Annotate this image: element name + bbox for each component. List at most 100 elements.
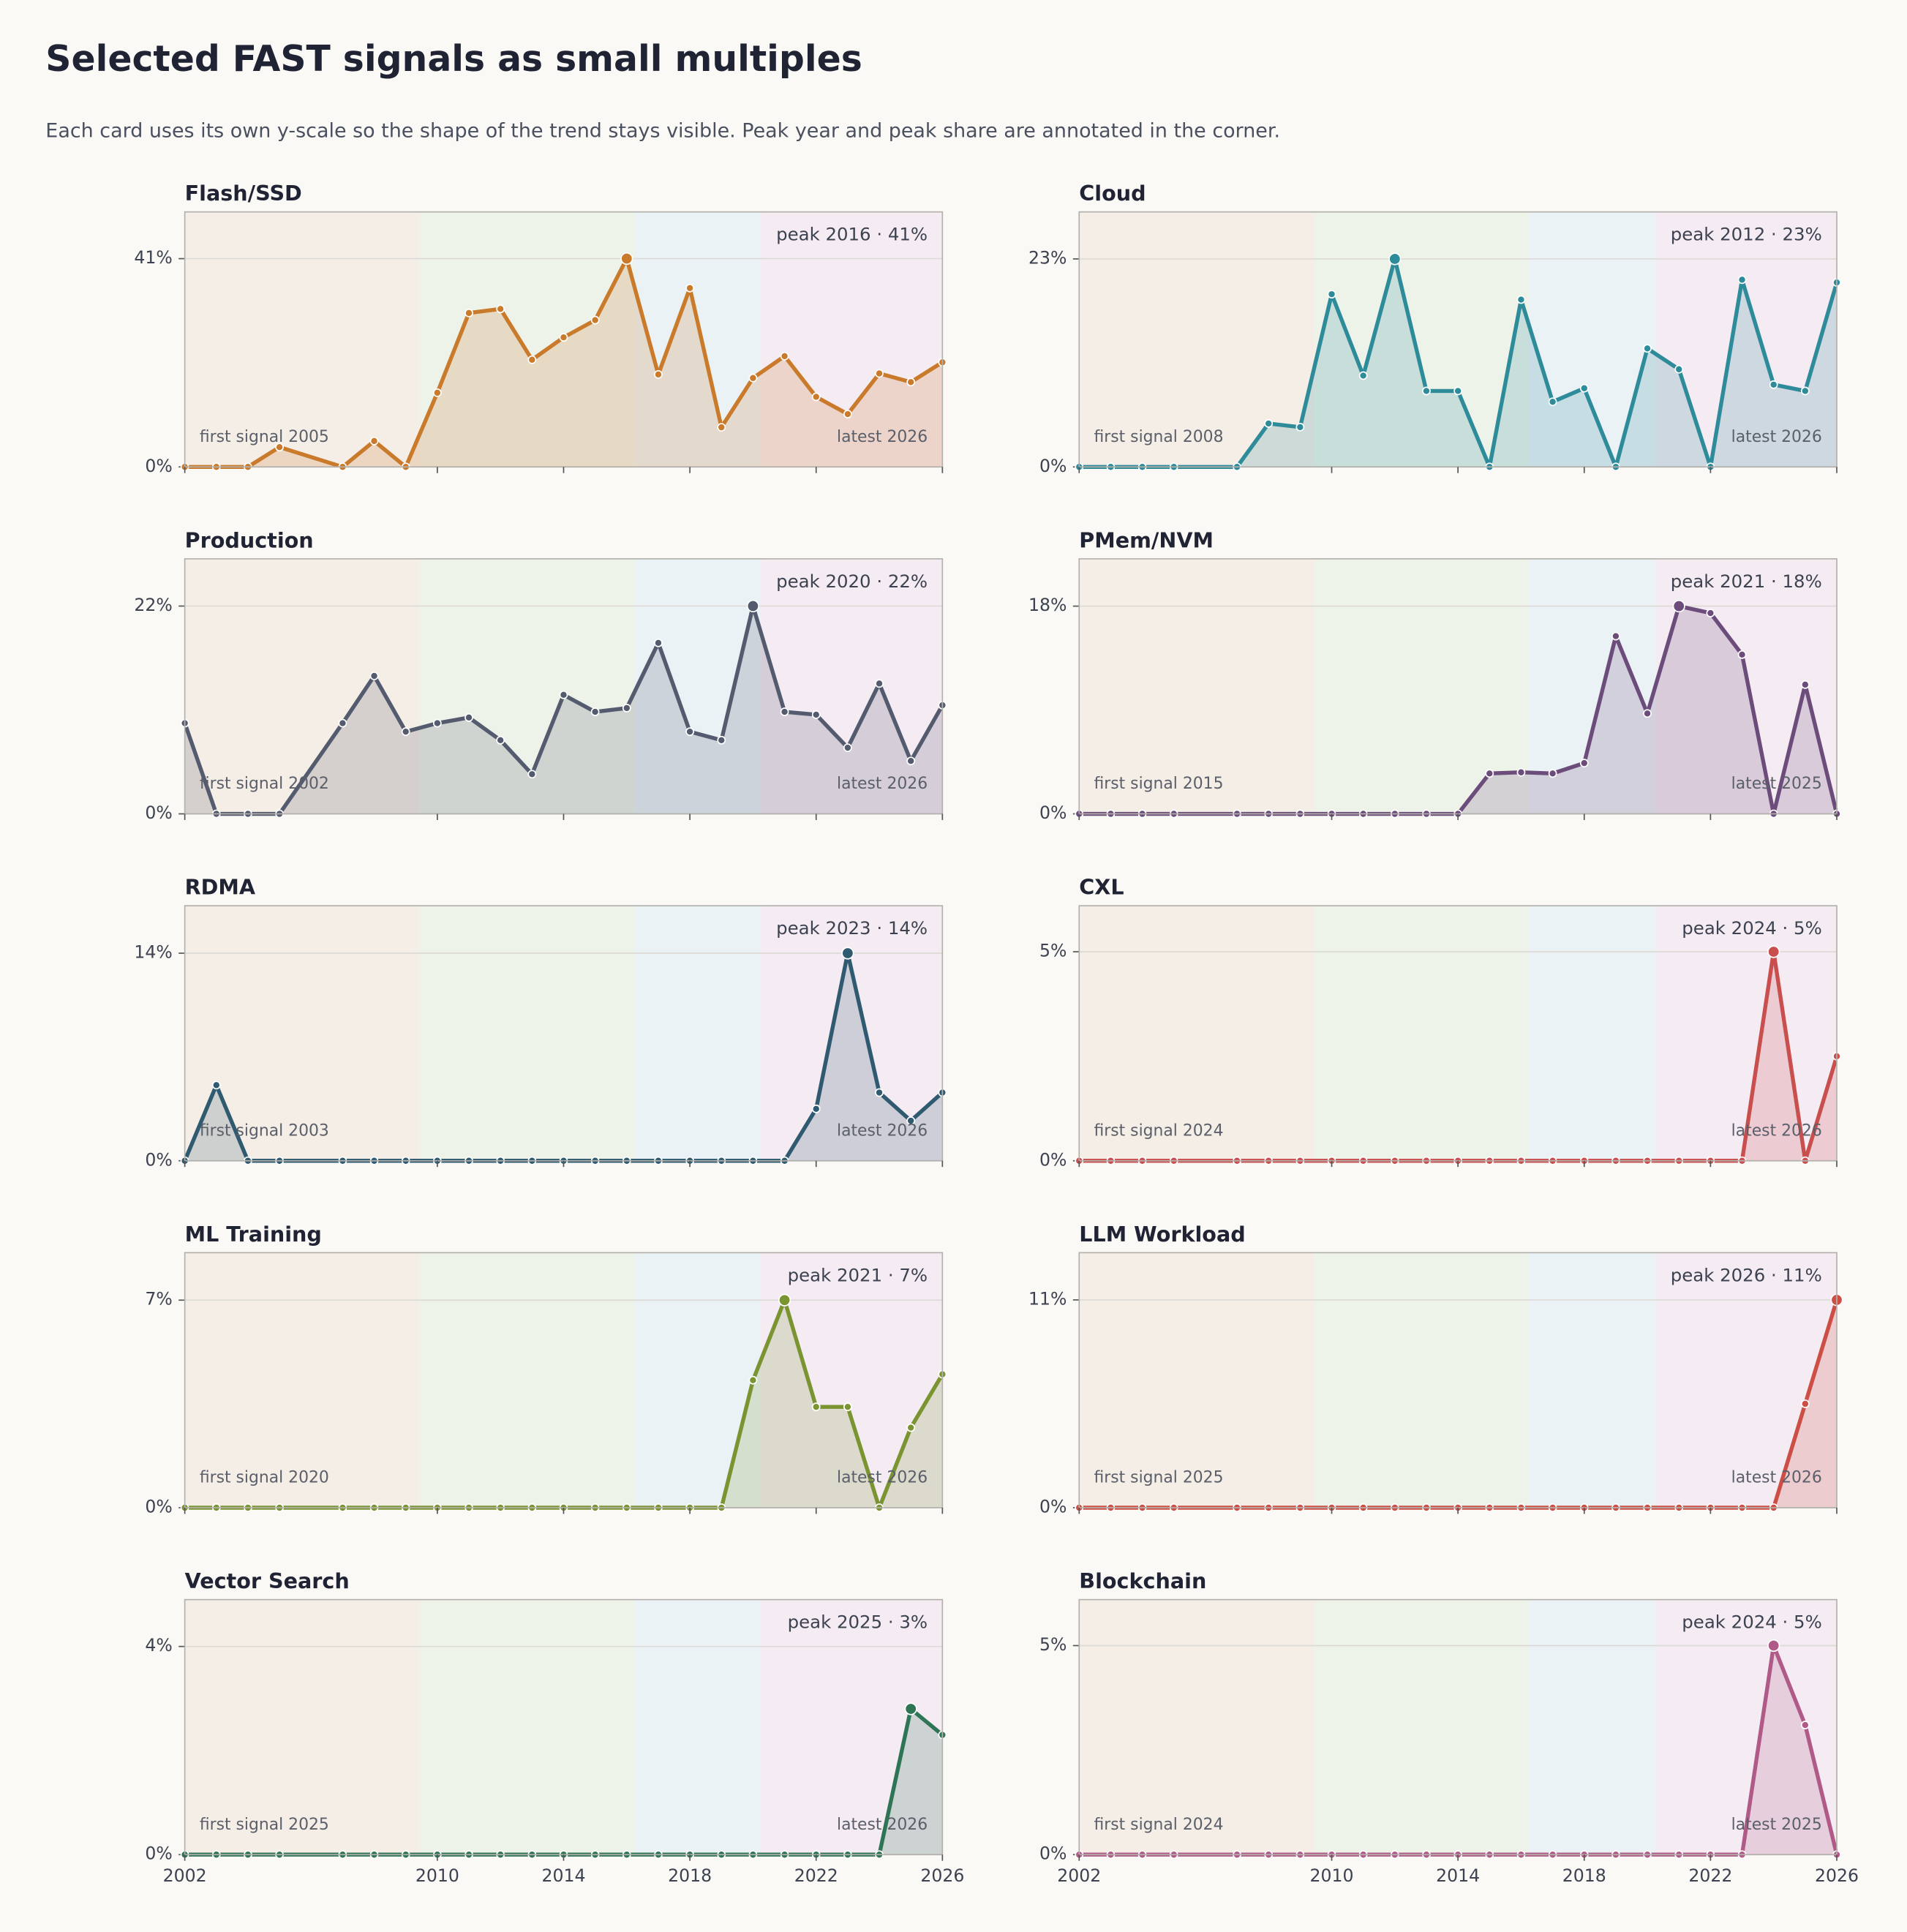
point: [1643, 709, 1652, 718]
first-signal-note: first signal 2025: [1094, 1469, 1223, 1487]
era-band: [634, 906, 761, 1161]
first-signal-note: first signal 2024: [1094, 1121, 1223, 1140]
era-band: [634, 211, 761, 467]
point: [464, 713, 473, 722]
area: [184, 953, 943, 1161]
era-band: [634, 558, 761, 814]
peak-annotation: peak 2026 · 11%: [1671, 1264, 1822, 1285]
peak-annotation: peak 2012 · 23%: [1671, 224, 1822, 245]
x-tick-label: 2026: [1815, 1865, 1859, 1886]
point: [1548, 397, 1557, 407]
y-tick-label: 0%: [1039, 803, 1067, 823]
point: [1611, 631, 1620, 641]
area: [184, 258, 943, 467]
panel-title: RDMA: [185, 875, 255, 900]
point: [1516, 295, 1526, 304]
peak-point: [778, 1293, 791, 1307]
era-band: [420, 1599, 635, 1855]
era-band: [1079, 1252, 1314, 1508]
area: [1079, 258, 1837, 467]
panel-title: Blockchain: [1079, 1568, 1206, 1593]
latest-note: latest 2026: [1731, 428, 1822, 446]
era-band: [1529, 1252, 1655, 1508]
era-band: [1655, 1252, 1837, 1508]
y-tick-label: 0%: [145, 456, 172, 476]
latest-note: latest 2025: [1731, 775, 1822, 793]
peak-annotation: peak 2023 · 14%: [776, 917, 928, 939]
point: [527, 770, 537, 779]
x-tick-label: 2010: [1310, 1865, 1354, 1886]
point: [1737, 275, 1747, 285]
point: [1800, 1721, 1810, 1729]
page-title: Selected FAST signals as small multiples: [45, 38, 862, 80]
point: [338, 718, 347, 728]
point: [1264, 419, 1274, 428]
point: [369, 672, 379, 680]
y-tick-label: 5%: [1039, 941, 1067, 961]
point: [1295, 422, 1305, 432]
point: [1800, 1399, 1810, 1408]
point: [748, 1375, 758, 1385]
era-band: [761, 558, 943, 814]
era-band: [184, 1599, 421, 1855]
point: [1579, 759, 1589, 768]
point: [1800, 680, 1810, 689]
era-band: [1314, 906, 1530, 1161]
first-signal-note: first signal 2008: [1094, 428, 1223, 446]
x-tick-label: 2002: [1057, 1865, 1101, 1886]
point: [432, 718, 442, 728]
point: [811, 1402, 821, 1412]
y-tick-label: 5%: [1039, 1634, 1067, 1655]
first-signal-note: first signal 2024: [1094, 1816, 1223, 1834]
peak-annotation: peak 2021 · 7%: [788, 1264, 928, 1285]
area: [184, 606, 943, 814]
line: [183, 604, 944, 816]
era-band: [420, 1252, 635, 1508]
point: [211, 1080, 221, 1090]
point: [622, 704, 631, 713]
point: [1769, 380, 1778, 389]
y-tick-label: 0%: [1039, 1149, 1067, 1170]
peak-point: [841, 947, 854, 960]
point: [906, 377, 916, 387]
point: [811, 710, 821, 719]
point: [685, 283, 694, 293]
x-tick-label: 2026: [920, 1865, 964, 1886]
point: [590, 707, 600, 716]
point: [1422, 386, 1431, 396]
peak-annotation: peak 2024 · 5%: [1682, 917, 1821, 939]
era-band: [1079, 906, 1314, 1161]
panel-title: CXL: [1079, 875, 1124, 900]
panel-title: Vector Search: [185, 1568, 350, 1593]
y-tick-label: 0%: [145, 1149, 172, 1170]
x-tick-label: 2018: [668, 1865, 712, 1886]
first-signal-note: first signal 2015: [1094, 775, 1223, 793]
peak-point: [1672, 599, 1685, 613]
era-band: [634, 1252, 761, 1508]
latest-note: latest 2026: [837, 775, 928, 793]
y-tick-label: 0%: [1039, 1843, 1067, 1864]
point: [654, 638, 663, 647]
point: [875, 679, 884, 688]
point: [1737, 650, 1747, 659]
point: [1706, 609, 1715, 617]
point: [496, 304, 505, 314]
point: [811, 392, 821, 402]
era-band: [761, 1252, 943, 1508]
point: [780, 707, 789, 716]
era-band: [761, 1599, 943, 1855]
x-tick-label: 2014: [1436, 1865, 1480, 1886]
era-band: [1314, 1252, 1530, 1508]
point: [1358, 371, 1368, 380]
x-tick-label: 2022: [1688, 1865, 1732, 1886]
point: [875, 1088, 884, 1097]
point: [717, 735, 726, 745]
point: [717, 423, 726, 432]
latest-note: latest 2026: [1731, 1121, 1822, 1140]
point: [748, 373, 758, 383]
point: [1643, 344, 1652, 353]
latest-note: latest 2026: [837, 428, 928, 446]
x-tick-label: 2018: [1562, 1865, 1606, 1886]
era-band: [1529, 1599, 1655, 1855]
